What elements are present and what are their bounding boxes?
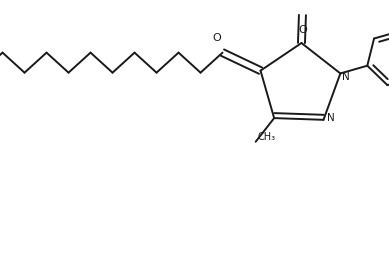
Text: O: O [212, 33, 221, 43]
Text: O: O [298, 25, 307, 35]
Text: CH₃: CH₃ [258, 132, 276, 142]
Text: N: N [327, 113, 335, 123]
Text: N: N [342, 72, 350, 82]
